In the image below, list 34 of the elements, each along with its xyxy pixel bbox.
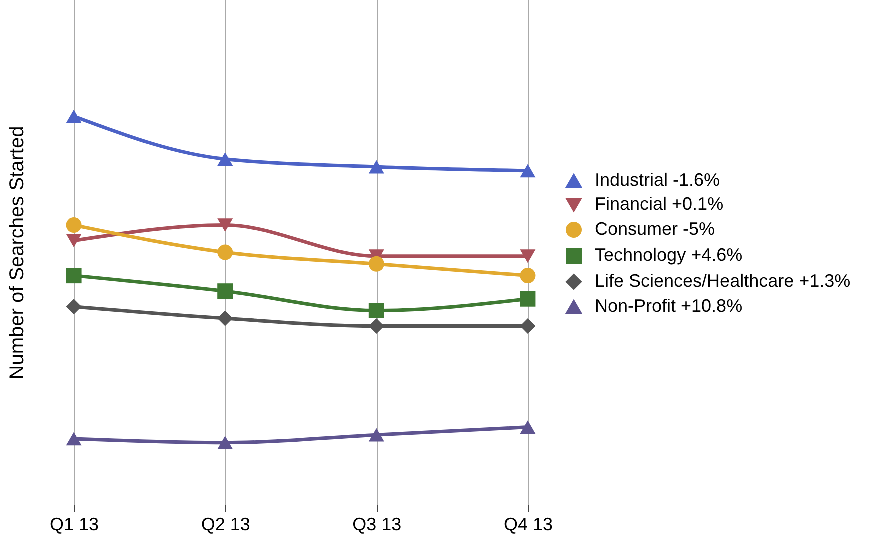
point	[368, 318, 384, 334]
point	[368, 256, 384, 272]
point	[66, 432, 82, 446]
x-tick-label: Q3 13	[352, 514, 402, 534]
point	[66, 218, 82, 234]
point	[66, 110, 82, 124]
point	[218, 244, 234, 260]
legend-label: Consumer -5%	[595, 219, 716, 239]
point	[520, 291, 536, 307]
x-tick-label: Q4 13	[504, 514, 553, 534]
legend-label: Life Sciences/Healthcare +1.3%	[595, 271, 851, 291]
legend-label: Non-Profit +10.8%	[595, 296, 743, 316]
point	[520, 268, 536, 284]
legend-label: Industrial -1.6%	[595, 170, 720, 190]
point	[520, 164, 536, 178]
x-tick-label: Q1 13	[50, 514, 100, 534]
legend-label: Technology +4.6%	[595, 245, 743, 265]
point	[66, 299, 82, 315]
point	[66, 234, 82, 248]
point	[218, 310, 234, 326]
legend-label: Financial +0.1%	[595, 194, 724, 214]
point	[368, 303, 384, 319]
y-axis-title: Number of Searches Started	[6, 126, 28, 380]
point	[218, 152, 234, 166]
point	[520, 420, 536, 434]
x-tick-label: Q2 13	[201, 514, 250, 534]
point	[218, 218, 234, 232]
point	[368, 160, 384, 174]
point	[218, 284, 234, 300]
point	[520, 318, 536, 334]
point	[368, 428, 384, 442]
point	[520, 250, 536, 264]
point	[218, 436, 234, 450]
point	[66, 268, 82, 284]
